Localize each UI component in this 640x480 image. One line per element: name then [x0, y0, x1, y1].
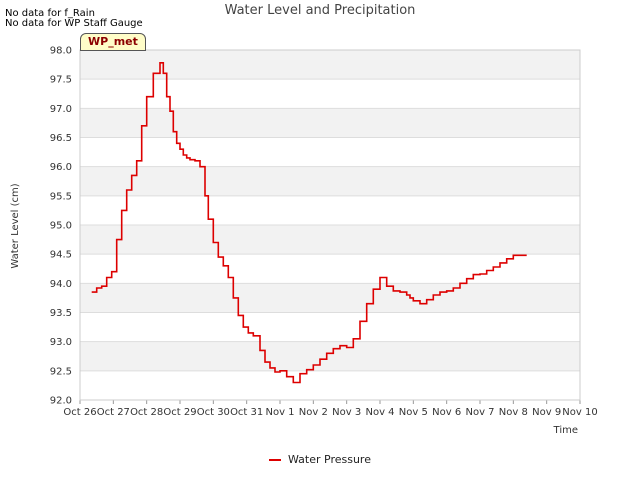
x-tick-label: Nov 5	[399, 407, 428, 418]
x-tick-label: Oct 26	[63, 407, 96, 418]
site-badge: WP_met	[80, 33, 146, 51]
x-tick-label: Nov 1	[265, 407, 294, 418]
x-tick-label: Nov 10	[562, 407, 597, 418]
plot-band	[80, 312, 580, 342]
x-tick-label: Nov 2	[299, 407, 328, 418]
plot-band	[80, 225, 580, 255]
plot-band	[80, 108, 580, 138]
legend-swatch-water-pressure	[269, 459, 281, 461]
y-tick-label: 94.5	[50, 250, 72, 261]
plot-frame	[79, 49, 581, 401]
no-data-note-rain: No data for f_Rain	[5, 8, 95, 19]
y-tick-label: 95.5	[50, 191, 72, 202]
plot-band	[80, 341, 580, 371]
series-line-water-pressure	[91, 62, 527, 384]
y-axis-label: Water Level (cm)	[10, 183, 21, 268]
x-tick-label: Nov 9	[532, 407, 561, 418]
plot-band	[80, 137, 580, 167]
y-tick-label: 92.5	[50, 366, 72, 377]
legend-label-water-pressure: Water Pressure	[288, 453, 371, 466]
x-tick-label: Oct 30	[197, 407, 230, 418]
y-tick-label: 95.0	[50, 221, 72, 232]
x-tick-label: Nov 7	[465, 407, 494, 418]
axes: 92.0 92.5 93.0 93.5 94.0 94.5 95.0 95.5 96.0 96.5…	[50, 46, 598, 419]
plot-band	[80, 254, 580, 284]
x-tick-label: Nov 4	[365, 407, 394, 418]
plot-band	[80, 283, 580, 313]
y-tick-label: 94.0	[50, 279, 72, 290]
x-tick-label: Oct 28	[130, 407, 163, 418]
y-tick-label: 96.5	[50, 133, 72, 144]
y-tick-label: 96.0	[50, 162, 72, 173]
y-tick-label: 92.0	[50, 396, 72, 407]
plot-band	[80, 195, 580, 225]
y-tick-label: 93.5	[50, 308, 72, 319]
legend: Water Pressure	[0, 453, 640, 466]
y-tick-label: 97.0	[50, 104, 72, 115]
x-tick-label: Oct 27	[97, 407, 130, 418]
x-tick-label: Oct 31	[230, 407, 263, 418]
x-tick-label: Nov 8	[499, 407, 528, 418]
chart-title: Water Level and Precipitation	[224, 3, 416, 18]
plot-band	[80, 50, 580, 80]
plot-background	[80, 50, 580, 400]
series-layer	[91, 62, 527, 384]
y-tick-label: 97.5	[50, 75, 72, 86]
plot-band	[80, 79, 580, 109]
y-tick-label: 98.0	[50, 46, 72, 57]
x-tick-label: Nov 3	[332, 407, 361, 418]
plot-band	[80, 370, 580, 400]
y-tick-label: 93.0	[50, 337, 72, 348]
x-tick-label: Oct 29	[163, 407, 196, 418]
plot-band	[80, 166, 580, 196]
x-tick-label: Nov 6	[432, 407, 461, 418]
x-axis-label: Time	[553, 425, 578, 436]
no-data-note-staff-gauge: No data for WP Staff Gauge	[5, 18, 143, 29]
